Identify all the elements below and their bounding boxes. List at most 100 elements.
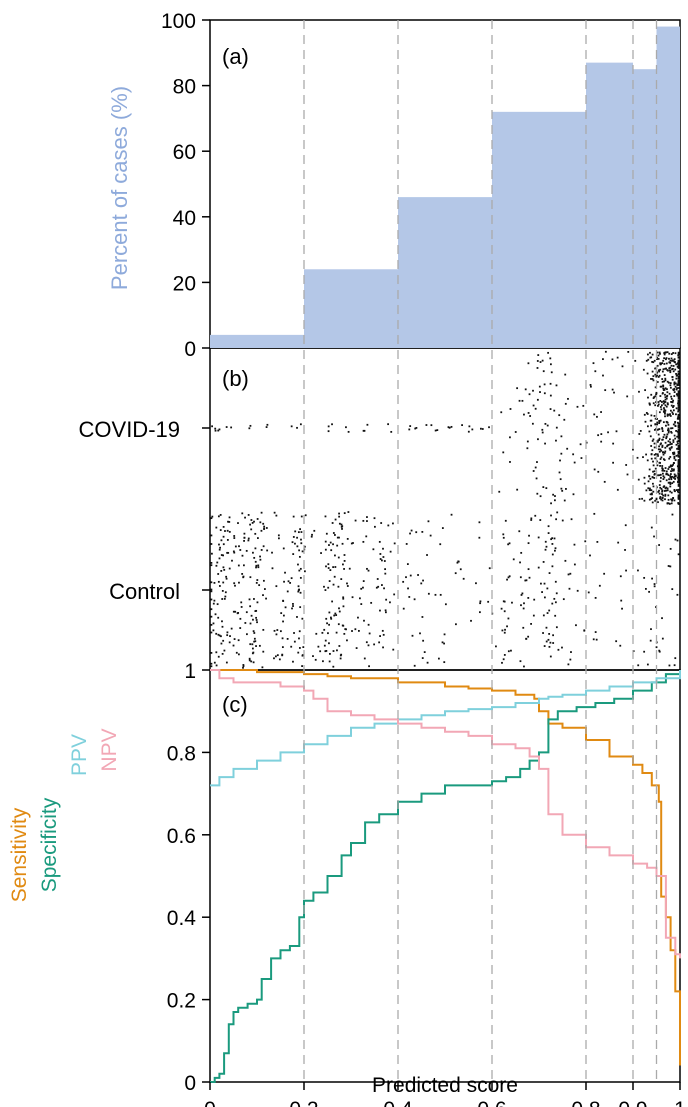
point: [249, 576, 252, 579]
point: [677, 380, 680, 382]
point: [248, 657, 251, 660]
point: [328, 623, 330, 626]
xtick-label: 0.9: [618, 1098, 647, 1107]
point: [668, 361, 671, 364]
point: [677, 502, 680, 504]
point: [218, 634, 221, 637]
point: [636, 456, 639, 459]
point: [503, 654, 506, 656]
point: [620, 599, 623, 602]
point: [549, 357, 552, 360]
point: [346, 585, 349, 587]
point: [384, 609, 387, 612]
point: [249, 523, 251, 526]
point: [342, 624, 345, 627]
point: [530, 622, 532, 625]
point: [660, 408, 663, 411]
point: [299, 606, 302, 609]
point: [253, 632, 256, 634]
point: [519, 576, 522, 579]
point: [347, 511, 350, 513]
point: [669, 359, 672, 362]
point: [362, 429, 365, 432]
point: [248, 598, 251, 601]
point: [226, 529, 229, 532]
point: [227, 520, 229, 523]
point: [661, 430, 664, 432]
point: [554, 547, 557, 550]
point: [299, 591, 302, 594]
point: [536, 398, 539, 401]
point: [235, 651, 238, 654]
point: [519, 660, 522, 663]
point: [325, 565, 327, 568]
point: [210, 590, 213, 593]
point: [658, 422, 661, 425]
point: [226, 634, 229, 637]
point: [538, 385, 541, 388]
point: [671, 376, 674, 378]
point: [648, 403, 651, 406]
point: [677, 354, 680, 357]
point: [653, 535, 655, 538]
point: [651, 577, 653, 580]
point: [661, 467, 664, 469]
point: [584, 540, 587, 543]
point: [659, 352, 661, 355]
point: [457, 560, 460, 563]
point: [669, 481, 672, 484]
point: [651, 378, 654, 380]
point: [670, 404, 673, 407]
point: [239, 617, 242, 620]
point: [600, 411, 602, 413]
point: [677, 402, 679, 405]
point: [226, 551, 229, 554]
point: [225, 426, 228, 428]
point: [297, 531, 300, 534]
point: [650, 393, 653, 396]
point: [654, 467, 657, 470]
point: [579, 443, 582, 446]
point: [312, 655, 314, 658]
point: [673, 457, 676, 460]
point: [645, 489, 648, 492]
point: [392, 648, 395, 651]
point: [434, 429, 437, 432]
point: [479, 600, 482, 603]
point: [233, 582, 236, 585]
point: [259, 521, 262, 524]
point: [293, 640, 296, 643]
point: [210, 581, 213, 584]
point: [409, 425, 412, 427]
point: [443, 633, 446, 636]
point: [646, 353, 649, 356]
point: [567, 663, 570, 666]
point: [658, 489, 660, 492]
point: [520, 594, 523, 596]
point: [222, 543, 225, 546]
point: [675, 430, 678, 432]
point: [661, 438, 664, 441]
point: [372, 548, 375, 551]
point: [212, 602, 215, 605]
point: [666, 391, 669, 394]
point: [337, 623, 340, 626]
point: [594, 631, 597, 633]
point: [301, 665, 303, 667]
point: [602, 358, 604, 361]
point: [649, 639, 652, 642]
point: [672, 497, 675, 500]
point: [299, 423, 302, 426]
point: [260, 529, 263, 532]
point: [667, 428, 670, 431]
point: [677, 434, 680, 436]
point: [659, 395, 662, 397]
point: [663, 490, 666, 492]
point: [670, 443, 673, 445]
point: [406, 563, 409, 565]
point: [677, 478, 680, 480]
point: [552, 493, 555, 496]
point: [210, 608, 213, 611]
point: [634, 359, 637, 362]
point: [367, 644, 370, 647]
